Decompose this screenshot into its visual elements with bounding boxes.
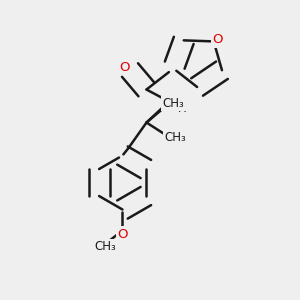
Text: O: O	[117, 228, 128, 241]
Text: CH₃: CH₃	[163, 97, 184, 110]
Text: CH₃: CH₃	[94, 240, 116, 253]
Text: N: N	[167, 97, 176, 110]
Text: O: O	[119, 61, 130, 74]
Text: H: H	[178, 102, 187, 115]
Text: CH₃: CH₃	[164, 131, 186, 144]
Text: O: O	[212, 33, 223, 46]
